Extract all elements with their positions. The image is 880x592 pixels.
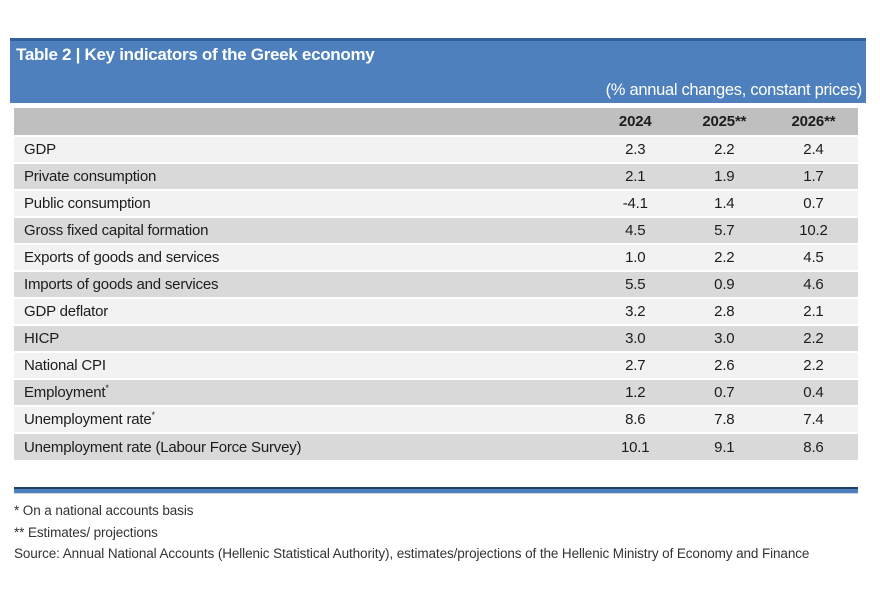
table-row: GDP 2.3 2.2 2.4	[14, 136, 858, 164]
row-value: 8.6	[768, 433, 858, 460]
row-label: GDP deflator	[14, 298, 591, 326]
table-row: Exports of goods and services 1.0 2.2 4.5	[14, 244, 858, 272]
table-banner: Table 2 | Key indicators of the Greek ec…	[10, 38, 866, 103]
row-value: 10.2	[768, 217, 858, 245]
row-label: Gross fixed capital formation	[14, 217, 591, 245]
row-label-footnote-marker: *	[151, 410, 156, 420]
row-value: 2.3	[590, 136, 680, 164]
table-row: HICP 3.0 3.0 2.2	[14, 325, 858, 353]
table-row: Unemployment rate* 8.6 7.8 7.4	[14, 406, 858, 434]
table-row: Public consumption -4.1 1.4 0.7	[14, 190, 858, 218]
row-label: Private consumption	[14, 163, 591, 191]
row-value: 10.1	[590, 433, 680, 460]
header-year-2024: 2024	[590, 108, 680, 137]
row-value: 1.9	[679, 163, 769, 191]
row-value: 0.4	[768, 379, 858, 407]
row-value: 2.1	[590, 163, 680, 191]
row-value: 0.7	[768, 190, 858, 218]
table-title: Table 2 | Key indicators of the Greek ec…	[16, 45, 375, 64]
row-value: 2.6	[679, 352, 769, 380]
row-value: 2.7	[590, 352, 680, 380]
header-indicator-column	[14, 108, 591, 137]
row-value: 1.0	[590, 244, 680, 272]
table-row: Private consumption 2.1 1.9 1.7	[14, 163, 858, 191]
table-row: Gross fixed capital formation 4.5 5.7 10.2	[14, 217, 858, 245]
row-value: 5.5	[590, 271, 680, 299]
row-value: 9.1	[679, 433, 769, 460]
row-value: -4.1	[590, 190, 680, 218]
row-label: Imports of goods and services	[14, 271, 591, 299]
row-label: HICP	[14, 325, 591, 353]
row-value: 2.8	[679, 298, 769, 326]
row-value: 0.7	[679, 379, 769, 407]
footnote-source: Source: Annual National Accounts (Hellen…	[14, 546, 810, 561]
row-value: 8.6	[590, 406, 680, 434]
row-value: 7.8	[679, 406, 769, 434]
row-value: 4.5	[590, 217, 680, 245]
row-label-footnote-marker: *	[105, 383, 109, 393]
table-row: Imports of goods and services 5.5 0.9 4.6	[14, 271, 858, 299]
footnote-estimates: ** Estimates/ projections	[14, 524, 158, 540]
row-value: 4.5	[768, 244, 858, 272]
table-row: GDP deflator 3.2 2.8 2.1	[14, 298, 858, 326]
row-value: 4.6	[768, 271, 858, 299]
indicators-table: 2024 2025** 2026** GDP 2.3 2.2 2.4 Private c…	[14, 108, 858, 460]
row-label: Employment*	[14, 379, 591, 407]
row-value: 1.2	[590, 379, 680, 407]
row-value: 1.4	[679, 190, 769, 218]
row-label: GDP	[14, 136, 591, 164]
footnote-national-accounts: * On a national accounts basis	[14, 503, 194, 518]
row-label: Exports of goods and services	[14, 244, 591, 272]
table-bottom-rule	[14, 487, 858, 494]
row-value: 2.2	[768, 325, 858, 353]
table-row: Employment* 1.2 0.7 0.4	[14, 379, 858, 407]
row-value: 1.7	[768, 163, 858, 191]
row-value: 0.9	[679, 271, 769, 299]
row-label: Public consumption	[14, 190, 591, 218]
table-subtitle: (% annual changes, constant prices)	[605, 81, 863, 99]
row-value: 3.0	[590, 325, 680, 353]
table-row: National CPI 2.7 2.6 2.2	[14, 352, 858, 380]
row-label: Unemployment rate (Labour Force Survey)	[14, 433, 591, 460]
row-label: Unemployment rate*	[14, 406, 591, 434]
row-value: 2.2	[679, 136, 769, 164]
row-value: 3.0	[679, 325, 769, 353]
row-value: 3.2	[590, 298, 680, 326]
row-value: 2.4	[768, 136, 858, 164]
row-value: 2.2	[768, 352, 858, 380]
row-value: 7.4	[768, 406, 858, 434]
row-value: 2.1	[768, 298, 858, 326]
header-year-2025: 2025**	[679, 108, 769, 137]
row-value: 2.2	[679, 244, 769, 272]
footnotes: * On a national accounts basis ** Estima…	[14, 500, 830, 565]
row-value: 5.7	[679, 217, 769, 245]
table-header-row: 2024 2025** 2026**	[14, 108, 858, 137]
row-label: National CPI	[14, 352, 591, 380]
header-year-2026: 2026**	[768, 108, 858, 137]
table-row: Unemployment rate (Labour Force Survey) 1…	[14, 433, 858, 460]
